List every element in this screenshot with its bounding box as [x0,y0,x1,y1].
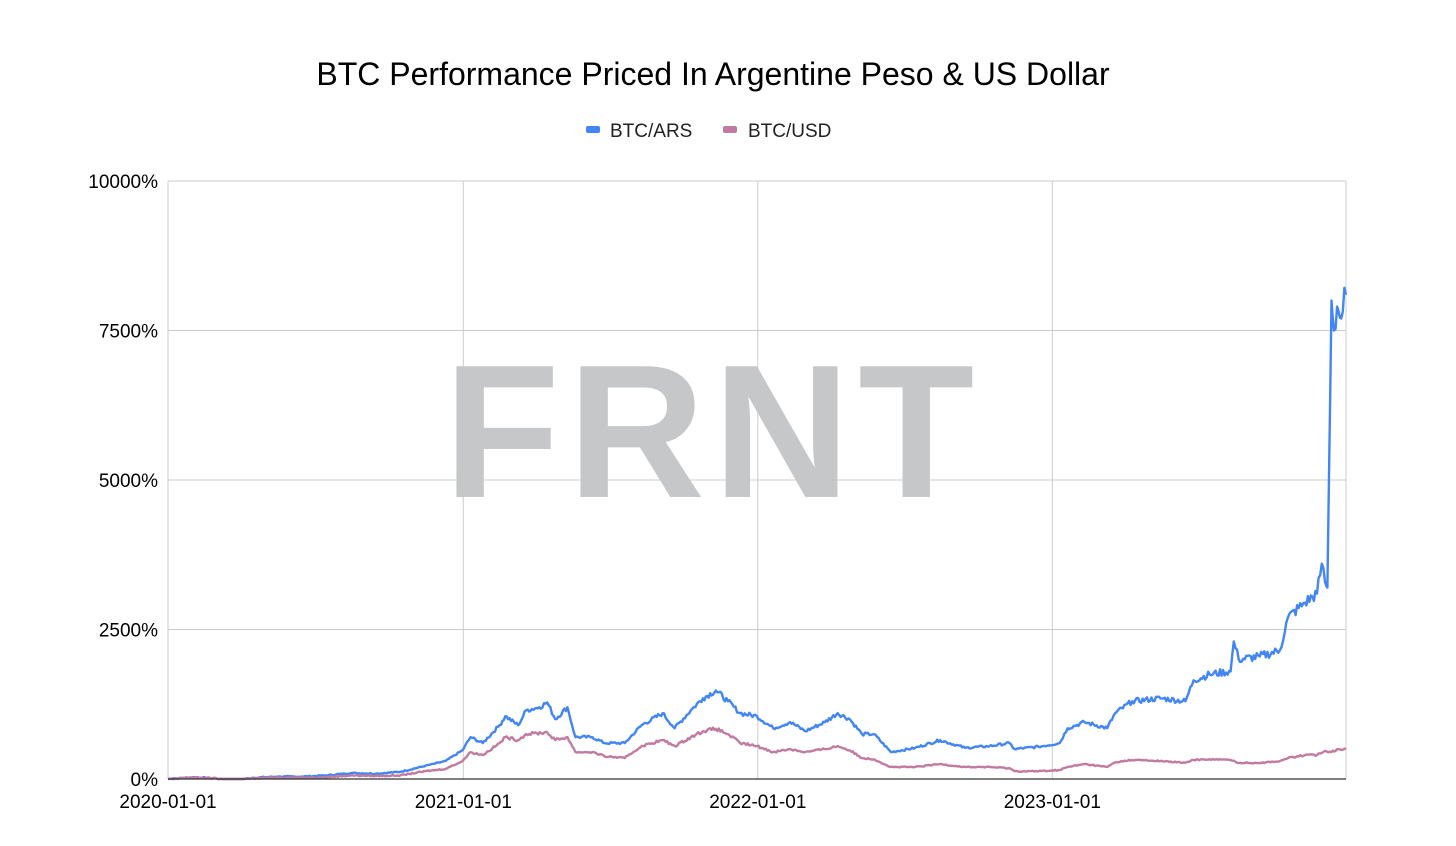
legend-label-btc-ars: BTC/ARS [610,121,692,142]
y-axis-ticks: 0% 2500% 5000% 7500% 10000% [88,172,158,791]
y-tick-label: 7500% [99,322,158,343]
series-line-btc-ars[interactable] [167,286,1348,781]
x-tick-label: 2020-01-01 [119,792,216,813]
x-tick-label: 2022-01-01 [709,792,806,813]
legend-item-btc-usd[interactable]: BTC/USD [723,121,831,142]
y-tick-label: 5000% [99,471,158,492]
series-layer [167,286,1348,781]
x-axis-ticks: 2020-01-01 2021-01-01 2022-01-01 2023-01-01 [119,792,1101,813]
legend-swatch-btc-usd [723,126,737,133]
series-line-btc-usd[interactable] [167,726,1347,781]
x-tick-label: 2023-01-01 [1004,792,1101,813]
legend: BTC/ARS BTC/USD [586,121,831,142]
chart-title: BTC Performance Priced In Argentine Peso… [316,56,1110,92]
legend-swatch-btc-ars [586,126,600,133]
x-tick-label: 2021-01-01 [415,792,512,813]
y-tick-label: 2500% [99,621,158,642]
legend-label-btc-usd: BTC/USD [748,121,831,142]
gridlines [167,180,1347,779]
watermark-logo: FRNT [444,326,983,538]
y-tick-label: 10000% [88,172,158,193]
y-tick-label: 0% [131,770,159,791]
legend-item-btc-ars[interactable]: BTC/ARS [586,121,692,142]
